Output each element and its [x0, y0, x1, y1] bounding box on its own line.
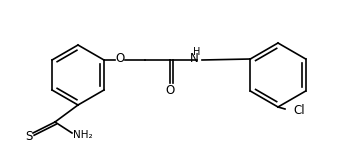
- Text: O: O: [165, 84, 175, 97]
- Text: N: N: [190, 53, 198, 66]
- Text: Cl: Cl: [293, 104, 305, 117]
- Text: NH₂: NH₂: [73, 130, 92, 140]
- Text: O: O: [115, 53, 124, 66]
- Text: H: H: [193, 47, 201, 57]
- Text: S: S: [25, 129, 33, 142]
